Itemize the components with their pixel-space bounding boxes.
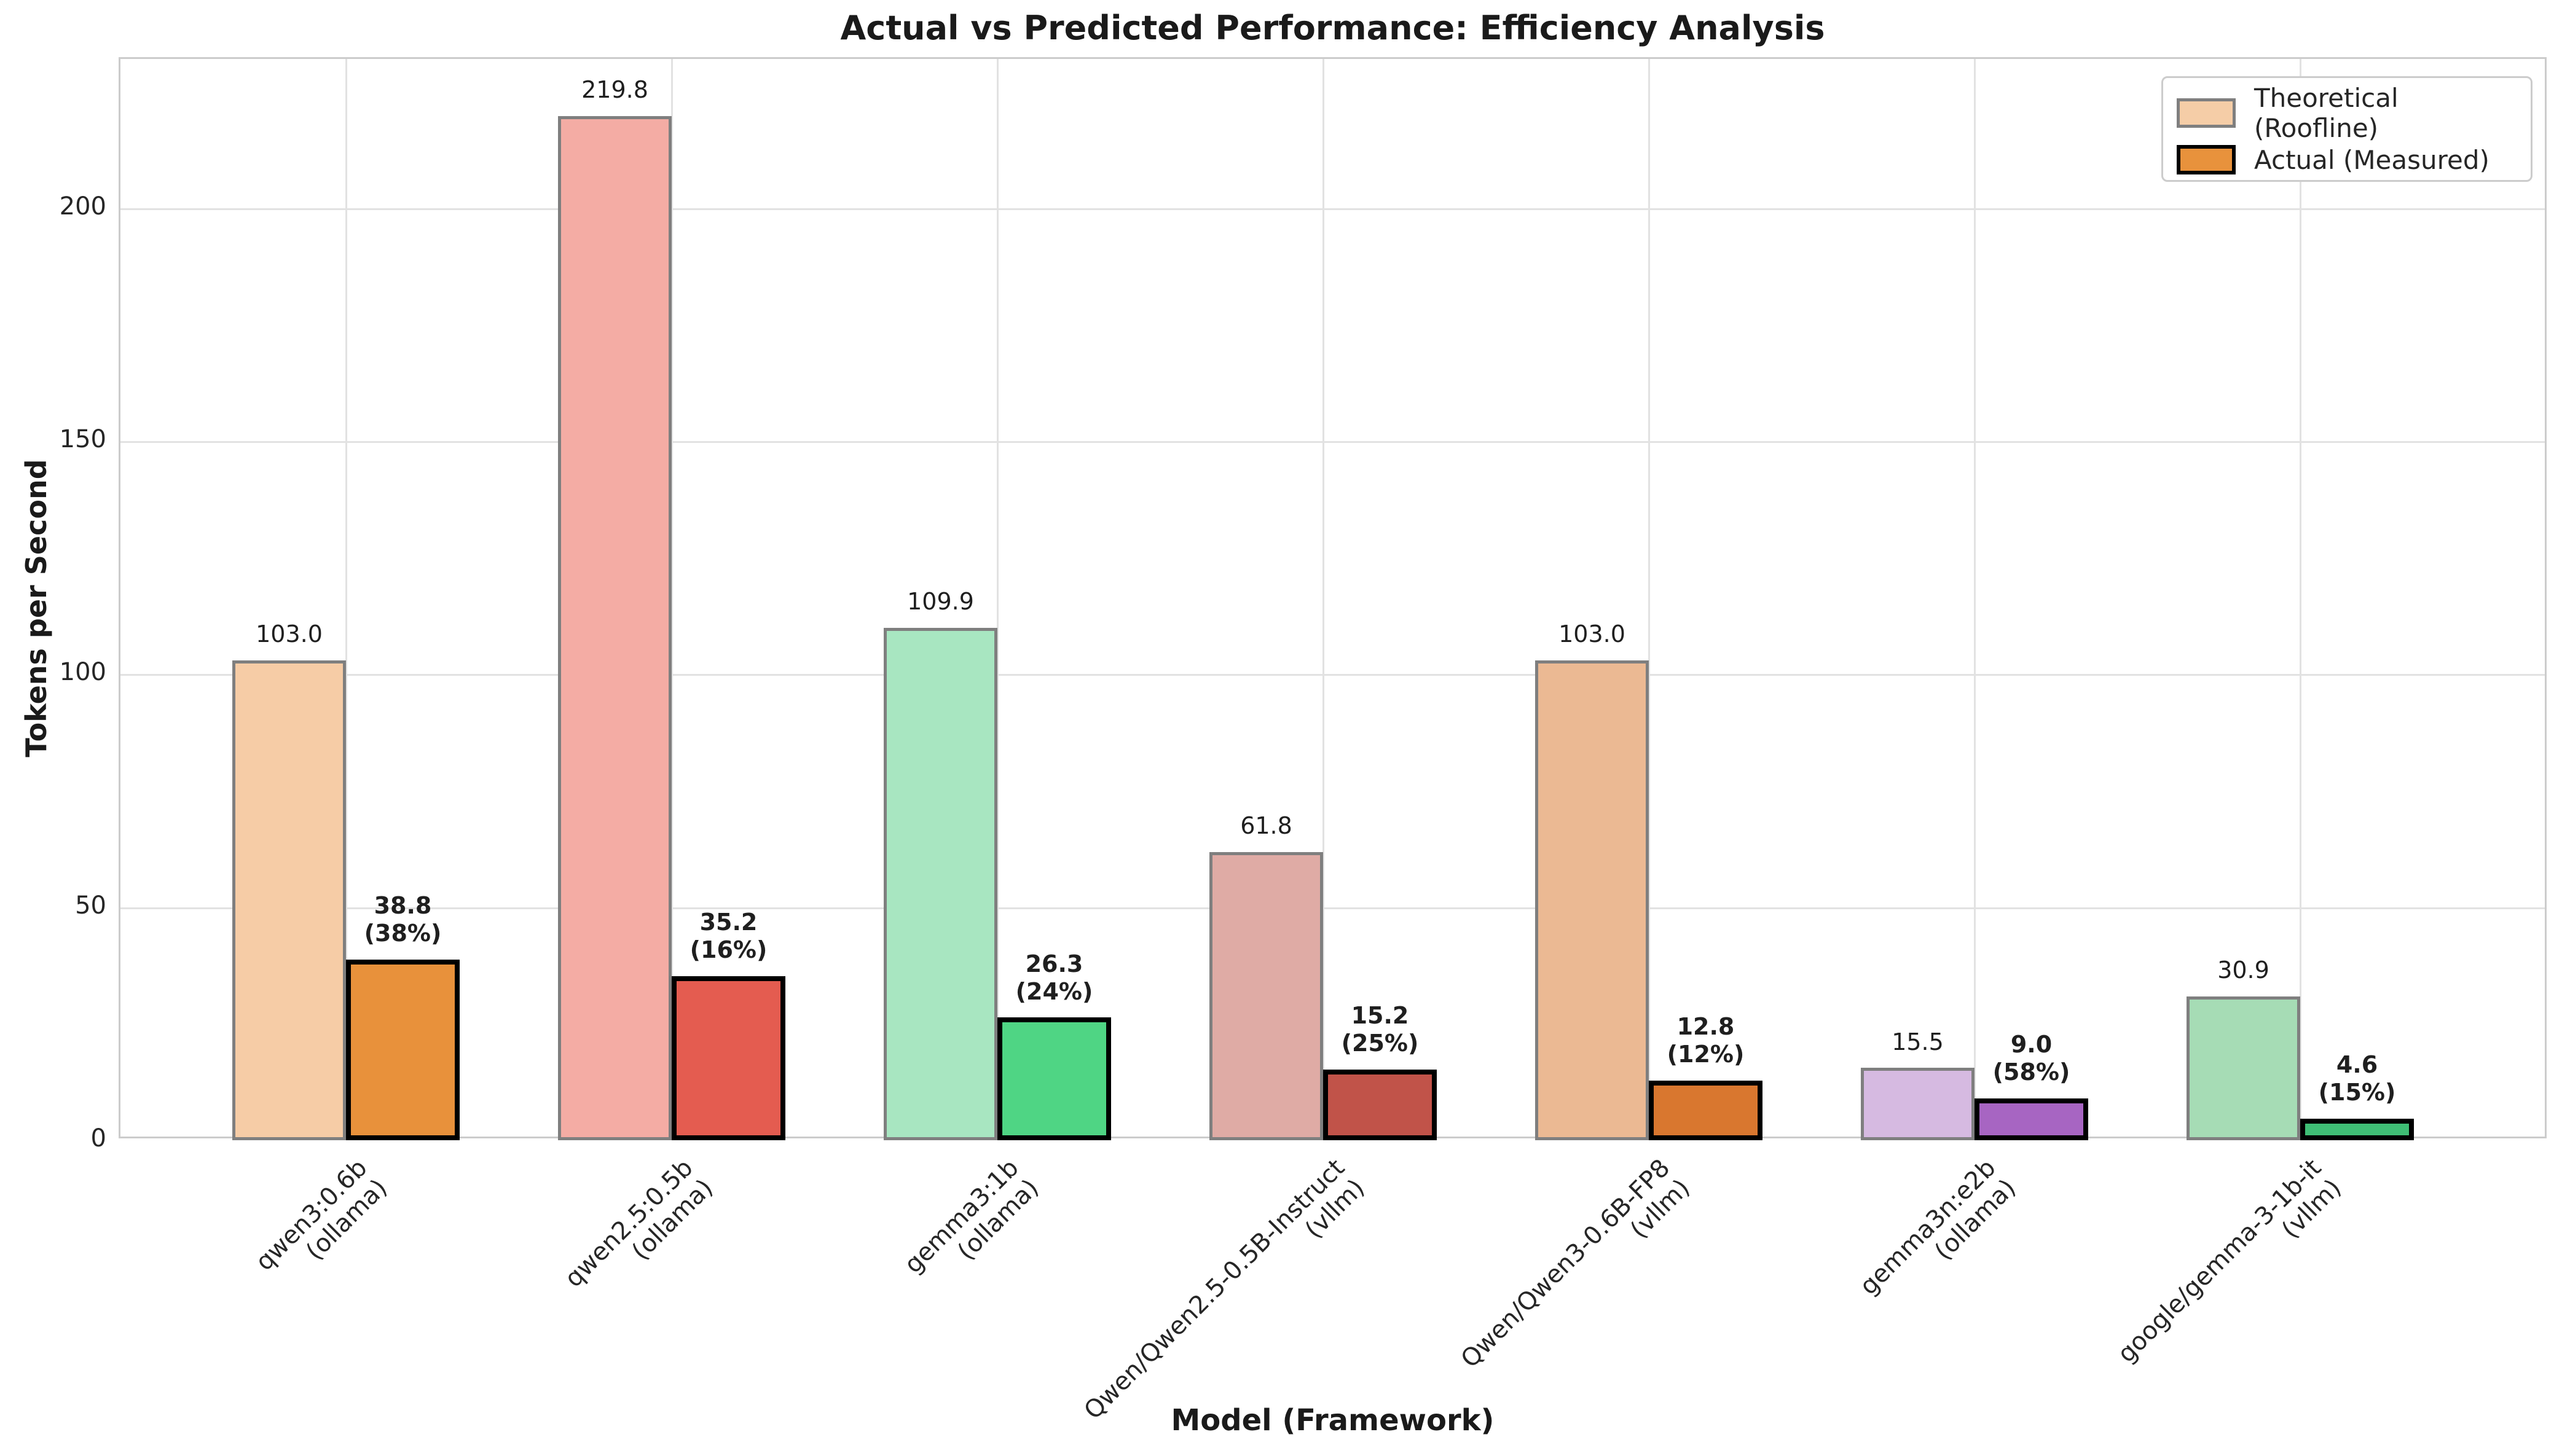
y-tick-100: 100: [59, 658, 106, 687]
y-tick-0: 0: [90, 1124, 106, 1153]
x-tick-6: google/gemma-3-1b-it (vllm): [2032, 1154, 2347, 1368]
value-label-actual-4: 12.8 (12%): [1667, 1013, 1745, 1068]
legend-item-theoretical: Theoretical (Roofline): [2177, 83, 2525, 143]
bar-actual-0: [346, 959, 460, 1140]
bar-actual-5: [1975, 1098, 2088, 1140]
y-tick-200: 200: [59, 192, 106, 221]
x-tick-4: Qwen/Qwen3-0.6B-FP8 (vllm): [1373, 1154, 1696, 1374]
value-label-actual-2: 26.3 (24%): [1015, 950, 1093, 1005]
value-label-theoretical-3: 61.8: [1240, 812, 1292, 840]
y-gridline-150: [120, 441, 2545, 444]
bar-theoretical-6: [2187, 996, 2300, 1140]
y-tick-150: 150: [59, 425, 106, 454]
x-gridline-5: [1974, 59, 1976, 1137]
x-tick-label-1: qwen2.5:0.5b (ollama): [559, 1154, 719, 1293]
x-tick-5: gemma3n:e2b (ollama): [1802, 1154, 2021, 1301]
value-label-theoretical-5: 15.5: [1892, 1028, 1944, 1055]
bar-theoretical-4: [1535, 660, 1649, 1140]
bar-theoretical-2: [884, 628, 997, 1140]
value-label-actual-3: 15.2 (25%): [1341, 1002, 1419, 1057]
x-tick-label-5: gemma3n:e2b (ollama): [1854, 1154, 2022, 1301]
x-tick-3: Qwen/Qwen2.5-0.5B-Instruct (vllm): [975, 1154, 1370, 1425]
x-gridline-2: [997, 59, 999, 1137]
bar-actual-1: [672, 976, 785, 1140]
bar-theoretical-5: [1861, 1068, 1975, 1140]
bar-actual-6: [2300, 1119, 2414, 1140]
value-label-actual-5: 9.0 (58%): [1992, 1031, 2070, 1086]
legend-swatch-actual: [2177, 145, 2236, 175]
legend-item-actual: Actual (Measured): [2177, 145, 2525, 175]
x-tick-label-0: qwen3:0.6b (ollama): [250, 1154, 393, 1277]
value-label-theoretical-0: 103.0: [256, 620, 323, 648]
bar-theoretical-3: [1209, 852, 1323, 1140]
bar-actual-2: [997, 1017, 1111, 1140]
plot-area: 103.0 38.8 (38%) 219.8 35.2 (16%) 109.9 26.3 …: [119, 57, 2547, 1140]
x-gridline-6: [2300, 59, 2301, 1137]
x-tick-label-4: Qwen/Qwen3-0.6B-FP8 (vllm): [1455, 1154, 1696, 1374]
value-label-actual-6: 4.6 (15%): [2318, 1051, 2396, 1106]
bar-actual-4: [1649, 1080, 1762, 1140]
y-gridline-50: [120, 907, 2545, 909]
chart-title: Actual vs Predicted Performance: Efficie…: [840, 9, 1825, 47]
bar-theoretical-0: [232, 660, 346, 1140]
y-tick-50: 50: [75, 891, 106, 920]
value-label-actual-0: 38.8 (38%): [364, 892, 442, 947]
x-gridline-3: [1322, 59, 1324, 1137]
x-tick-0: qwen3:0.6b (ollama): [208, 1154, 393, 1276]
x-tick-label-6: google/gemma-3-1b-it (vllm): [2112, 1154, 2348, 1369]
value-label-actual-1: 35.2 (16%): [690, 909, 768, 964]
x-gridline-1: [671, 59, 673, 1137]
x-axis-label: Model (Framework): [1171, 1403, 1495, 1438]
x-gridline-0: [345, 59, 347, 1137]
y-gridline-100: [120, 674, 2545, 676]
legend-label-theoretical: Theoretical (Roofline): [2254, 83, 2399, 144]
y-gridline-200: [120, 208, 2545, 210]
x-tick-label-3: Qwen/Qwen2.5-0.5B-Instruct (vllm): [1078, 1154, 1370, 1425]
x-tick-1: qwen2.5:0.5b (ollama): [510, 1154, 718, 1293]
value-label-theoretical-2: 109.9: [907, 588, 974, 616]
bar-theoretical-1: [558, 115, 672, 1140]
legend-box: Theoretical (Roofline) Actual (Measured): [2161, 76, 2533, 182]
x-gridline-4: [1648, 59, 1650, 1137]
legend-label-actual: Actual (Measured): [2254, 144, 2489, 175]
value-label-theoretical-1: 219.8: [581, 76, 648, 103]
value-label-theoretical-4: 103.0: [1558, 620, 1625, 648]
value-label-theoretical-6: 30.9: [2217, 956, 2269, 984]
legend-swatch-theoretical: [2177, 98, 2236, 128]
bar-actual-3: [1323, 1069, 1437, 1140]
